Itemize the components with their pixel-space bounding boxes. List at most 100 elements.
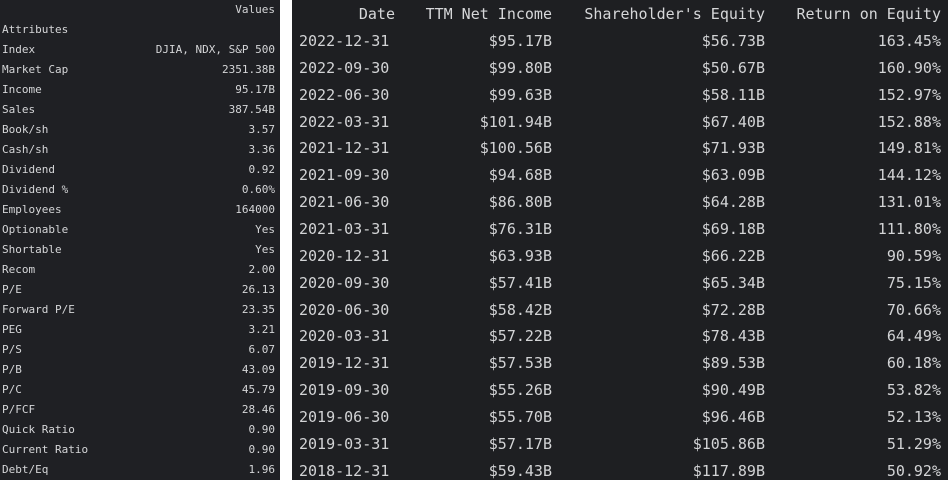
attribute-name: P/E — [2, 283, 22, 296]
cell-net-income: $99.63B — [488, 85, 552, 104]
cell-date: 2020-12-31 — [299, 246, 390, 265]
attribute-row: Market Cap 2351.38B — [0, 60, 280, 80]
cell-date: 2021-03-31 — [299, 219, 390, 238]
cell-date: 2022-09-30 — [299, 58, 390, 77]
attribute-name: Debt/Eq — [2, 463, 49, 476]
attribute-row: Shortable Yes — [0, 240, 280, 260]
cell-roe: 60.18% — [886, 354, 941, 373]
cell-equity: $89.53B — [701, 354, 765, 373]
cell-roe: 64.49% — [886, 327, 941, 346]
cell-date: 2018-12-31 — [299, 461, 390, 480]
attribute-value: 164000 — [235, 203, 275, 216]
attribute-row: PEG 3.21 — [0, 320, 280, 340]
attribute-value: Yes — [255, 243, 275, 256]
cell-equity: $64.28B — [701, 193, 765, 212]
cell-date: 2022-03-31 — [299, 112, 390, 131]
attribute-value: Yes — [255, 223, 275, 236]
attribute-value: 6.07 — [248, 343, 276, 356]
attribute-row: Sales 387.54B — [0, 100, 280, 120]
cell-equity: $69.18B — [701, 219, 765, 238]
attribute-row: Current Ratio 0.90 — [0, 440, 280, 460]
cell-date: 2019-09-30 — [299, 381, 390, 400]
cell-date: 2022-06-30 — [299, 85, 390, 104]
table-row: 2022-03-31 $101.94B $67.40B 152.88% — [292, 109, 948, 136]
attribute-row: Optionable Yes — [0, 220, 280, 240]
attributes-column-header: Attributes — [2, 23, 69, 36]
attribute-name: PEG — [2, 323, 22, 336]
attribute-row: Income 95.17B — [0, 80, 280, 100]
cell-roe: 52.13% — [886, 407, 941, 426]
cell-net-income: $76.31B — [488, 219, 552, 238]
cell-net-income: $57.53B — [488, 354, 552, 373]
cell-roe: 163.45% — [877, 32, 941, 50]
cell-equity: $96.46B — [701, 407, 765, 426]
attribute-value: 28.46 — [241, 403, 275, 416]
table-row: 2021-03-31 $76.31B $69.18B 111.80% — [292, 216, 948, 243]
table-row: 2019-09-30 $55.26B $90.49B 53.82% — [292, 377, 948, 404]
attribute-value: 1.96 — [248, 463, 276, 476]
table-row: 2018-12-31 $59.43B $117.89B 50.92% — [292, 458, 948, 485]
cell-roe: 53.82% — [886, 381, 941, 400]
table-row: 2021-12-31 $100.56B $71.93B 149.81% — [292, 135, 948, 162]
cell-date: 2021-12-31 — [299, 139, 390, 158]
cell-date: 2019-03-31 — [299, 434, 390, 453]
cell-equity: $66.22B — [701, 246, 765, 265]
cell-roe: 152.97% — [877, 85, 941, 104]
cell-net-income: $59.43B — [488, 461, 552, 480]
cell-date: 2022-12-31 — [299, 32, 390, 50]
attribute-row: P/B 43.09 — [0, 360, 280, 380]
roe-table: Date TTM Net Income Shareholder's Equity… — [292, 0, 948, 480]
attribute-row: P/FCF 28.46 — [0, 400, 280, 420]
table-row: 2021-06-30 $86.80B $64.28B 131.01% — [292, 189, 948, 216]
attribute-name: Recom — [2, 263, 36, 276]
cell-net-income: $94.68B — [488, 166, 552, 185]
cell-equity: $67.40B — [701, 112, 765, 131]
cell-roe: 90.59% — [886, 246, 941, 265]
cell-date: 2019-06-30 — [299, 407, 390, 426]
attributes-panel: Values Attributes Index DJIA, NDX, S&P 50… — [0, 0, 280, 480]
cell-net-income: $55.70B — [488, 407, 552, 426]
table-row: 2021-09-30 $94.68B $63.09B 144.12% — [292, 162, 948, 189]
table-row: 2020-06-30 $58.42B $72.28B 70.66% — [292, 297, 948, 324]
attribute-name: P/FCF — [2, 403, 36, 416]
attribute-value: 26.13 — [241, 283, 275, 296]
attribute-row: Debt/Eq 1.96 — [0, 460, 280, 480]
attribute-row: Quick Ratio 0.90 — [0, 420, 280, 440]
cell-net-income: $100.56B — [479, 139, 552, 158]
attribute-name: Book/sh — [2, 123, 49, 136]
column-header-date: Date — [358, 5, 395, 23]
attribute-row: Forward P/E 23.35 — [0, 300, 280, 320]
attribute-row: P/S 6.07 — [0, 340, 280, 360]
attribute-row: Book/sh 3.57 — [0, 120, 280, 140]
column-header-net-income: TTM Net Income — [425, 5, 552, 23]
attribute-value: 2.00 — [248, 263, 276, 276]
values-column-header: Values — [235, 3, 275, 16]
cell-net-income: $95.17B — [488, 32, 552, 50]
cell-date: 2021-06-30 — [299, 193, 390, 212]
cell-date: 2020-09-30 — [299, 273, 390, 292]
table-row: 2020-09-30 $57.41B $65.34B 75.15% — [292, 270, 948, 297]
attribute-row: Dividend 0.92 — [0, 160, 280, 180]
table-row: 2020-12-31 $63.93B $66.22B 90.59% — [292, 243, 948, 270]
attribute-value: 0.92 — [248, 163, 276, 176]
attribute-name: P/C — [2, 383, 22, 396]
cell-equity: $63.09B — [701, 166, 765, 185]
table-row: 2022-09-30 $99.80B $50.67B 160.90% — [292, 55, 948, 82]
cell-equity: $58.11B — [701, 85, 765, 104]
attribute-name: Sales — [2, 103, 36, 116]
cell-roe: 70.66% — [886, 300, 941, 319]
attribute-name: Forward P/E — [2, 303, 75, 316]
attribute-row: Cash/sh 3.36 — [0, 140, 280, 160]
cell-roe: 111.80% — [877, 219, 941, 238]
cell-equity: $50.67B — [701, 58, 765, 77]
attribute-name: Employees — [2, 203, 62, 216]
attributes-header-values: Values — [0, 0, 280, 20]
cell-net-income: $99.80B — [488, 58, 552, 77]
attribute-row: Index DJIA, NDX, S&P 500 — [0, 40, 280, 60]
cell-net-income: $101.94B — [479, 112, 552, 131]
cell-equity: $71.93B — [701, 139, 765, 158]
attribute-value: 45.79 — [241, 383, 275, 396]
table-row: 2019-06-30 $55.70B $96.46B 52.13% — [292, 404, 948, 431]
attribute-value: 3.21 — [248, 323, 276, 336]
column-header-equity: Shareholder's Equity — [584, 5, 765, 23]
